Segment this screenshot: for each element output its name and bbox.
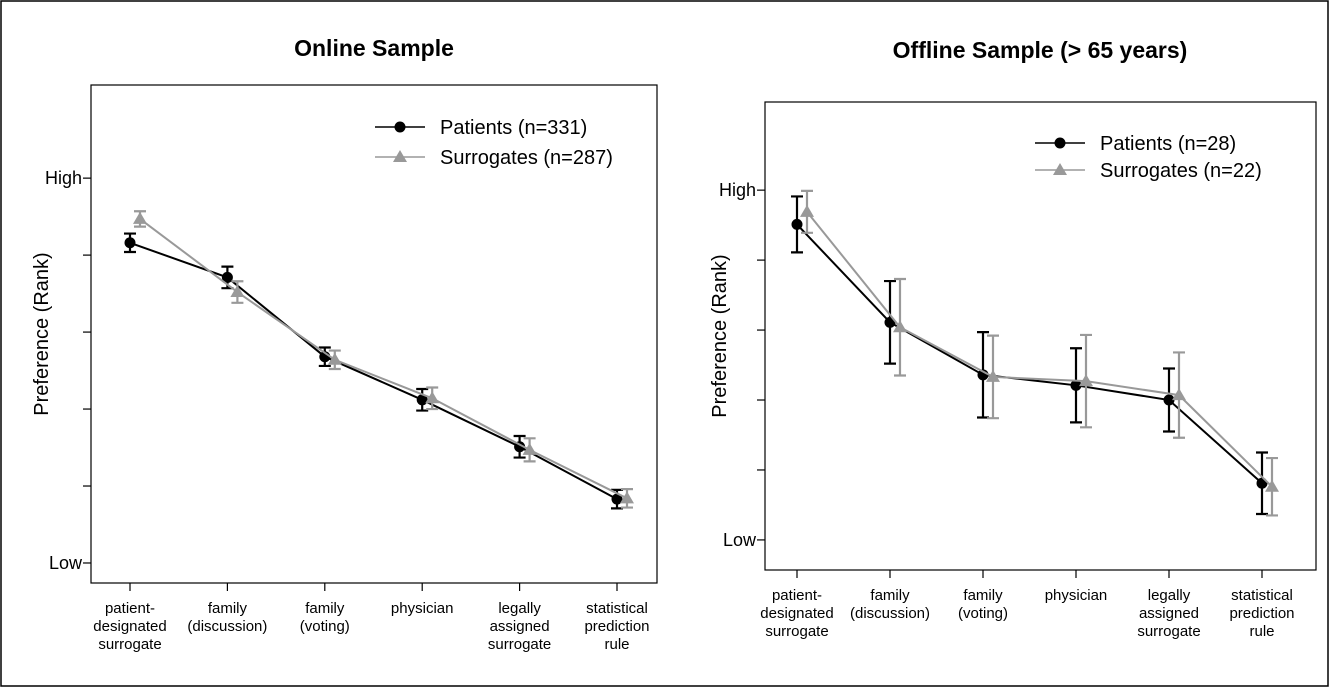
data-point: [1079, 374, 1093, 387]
legend-label: Patients (n=28): [1100, 133, 1236, 155]
x-tick-label: patient-designated surrogate: [760, 587, 833, 640]
data-point: [416, 394, 428, 406]
data-point: [1163, 394, 1175, 406]
data-point: [133, 211, 147, 224]
legend-marker: [1053, 163, 1067, 175]
x-tick-label: patient-designated surrogate: [93, 600, 166, 653]
data-point: [425, 391, 440, 404]
data-point: [611, 493, 623, 505]
chart-title: Offline Sample (> 65 years): [893, 37, 1188, 63]
x-tick-label: physician: [1045, 587, 1108, 604]
y-axis-label: Preference (Rank): [709, 254, 731, 417]
data-point: [1070, 379, 1082, 391]
data-point: [1172, 388, 1186, 401]
x-tick-label: statistical prediction rule: [584, 600, 649, 653]
data-point: [893, 320, 907, 333]
data-point: [230, 285, 245, 298]
x-tick-label: family (discussion): [850, 587, 930, 622]
legend-marker: [1054, 137, 1066, 149]
data-point: [221, 271, 233, 283]
legend-label: Surrogates (n=287): [440, 147, 613, 169]
plot-frame: [764, 101, 1317, 571]
x-tick-label: legally assigned surrogate: [1137, 587, 1200, 640]
legend-label: Surrogates (n=22): [1100, 160, 1262, 182]
legend-marker: [393, 150, 407, 162]
data-point: [327, 352, 342, 365]
y-axis-label: Preference (Rank): [31, 252, 53, 415]
x-tick-label: family (voting): [300, 600, 350, 635]
data-point: [522, 442, 537, 455]
data-point: [1265, 479, 1279, 492]
y-tick-label: Low: [49, 553, 83, 573]
chart-title: Online Sample: [294, 35, 454, 61]
data-point: [800, 204, 814, 217]
x-tick-label: physician: [391, 600, 454, 617]
plot-frame: [90, 84, 658, 584]
legend-label: Patients (n=331): [440, 117, 587, 139]
data-point: [986, 369, 1000, 382]
x-tick-label: family (discussion): [187, 600, 267, 635]
x-tick-label: legally assigned surrogate: [488, 600, 551, 653]
legend-marker: [394, 121, 406, 133]
series-line: [796, 223, 1263, 485]
series-line: [806, 211, 1273, 488]
data-point: [124, 237, 136, 249]
series-line: [139, 218, 628, 500]
y-tick-label: High: [45, 168, 82, 188]
x-tick-label: family (voting): [958, 587, 1008, 622]
data-point: [620, 491, 634, 504]
data-point: [791, 218, 803, 230]
x-tick-label: statistical prediction rule: [1229, 587, 1294, 640]
y-tick-label: Low: [723, 530, 757, 550]
y-tick-label: High: [719, 180, 756, 200]
